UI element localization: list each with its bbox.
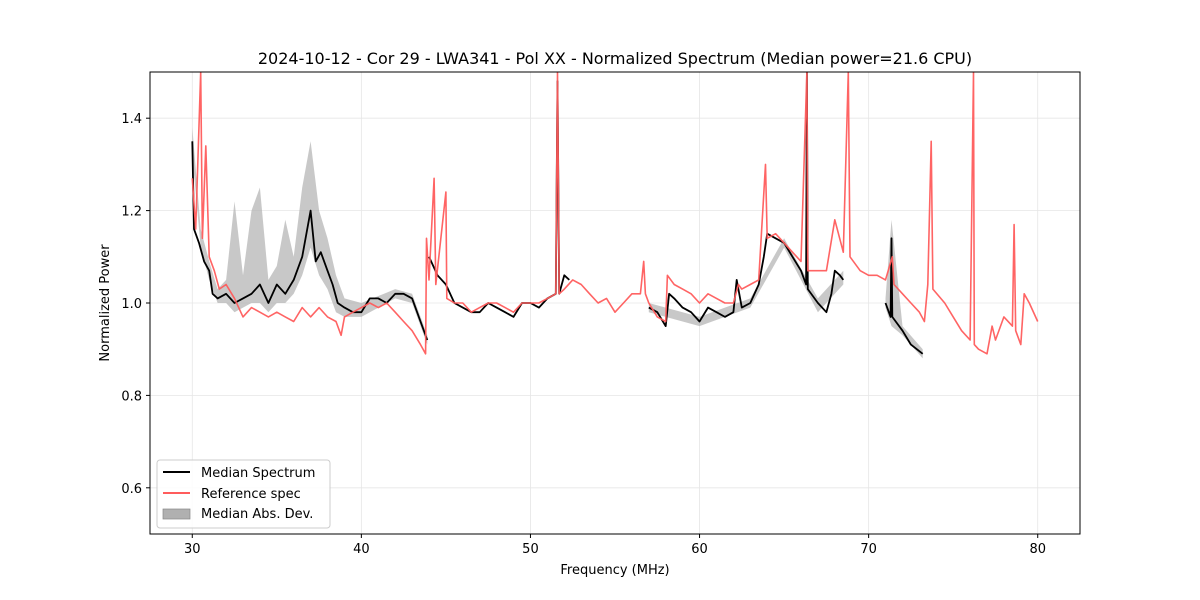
legend-label-mad: Median Abs. Dev. bbox=[201, 507, 313, 522]
mad-band bbox=[885, 219, 923, 359]
legend-box bbox=[156, 459, 331, 529]
chart-title: 2024-10-12 - Cor 29 - LWA341 - Pol XX - … bbox=[258, 49, 972, 68]
mad-band bbox=[192, 127, 428, 345]
series-layer bbox=[191, 72, 1039, 355]
x-axis-label: Frequency (MHz) bbox=[560, 563, 669, 578]
y-tick-label: 0.6 bbox=[121, 482, 142, 497]
x-tick-label: 60 bbox=[691, 542, 708, 557]
reference-spec-line bbox=[191, 72, 1039, 355]
median-spectrum-line bbox=[884, 237, 924, 355]
legend-label-reference: Reference spec bbox=[201, 487, 301, 502]
x-tick-label: 40 bbox=[353, 542, 370, 557]
x-tick-label: 70 bbox=[860, 542, 877, 557]
median-spectrum-line bbox=[648, 72, 845, 328]
legend-label-median: Median Spectrum bbox=[201, 466, 315, 481]
axis-ticks: 30 40 50 60 70 80 0.6 0.8 1.0 1.2 1.4 bbox=[121, 112, 1046, 557]
y-tick-label: 1.4 bbox=[121, 112, 142, 127]
y-tick-label: 0.8 bbox=[121, 389, 142, 404]
y-axis-label: Normalized Power bbox=[98, 244, 113, 362]
legend-swatch-mad bbox=[162, 508, 191, 520]
x-tick-label: 50 bbox=[522, 542, 539, 557]
y-tick-label: 1.0 bbox=[121, 297, 142, 312]
y-tick-label: 1.2 bbox=[121, 205, 142, 220]
legend: Median Spectrum Reference spec Median Ab… bbox=[156, 459, 331, 529]
median-spectrum-line bbox=[191, 141, 429, 341]
x-tick-label: 30 bbox=[184, 542, 201, 557]
grid bbox=[150, 72, 1080, 534]
x-tick-label: 80 bbox=[1029, 542, 1046, 557]
